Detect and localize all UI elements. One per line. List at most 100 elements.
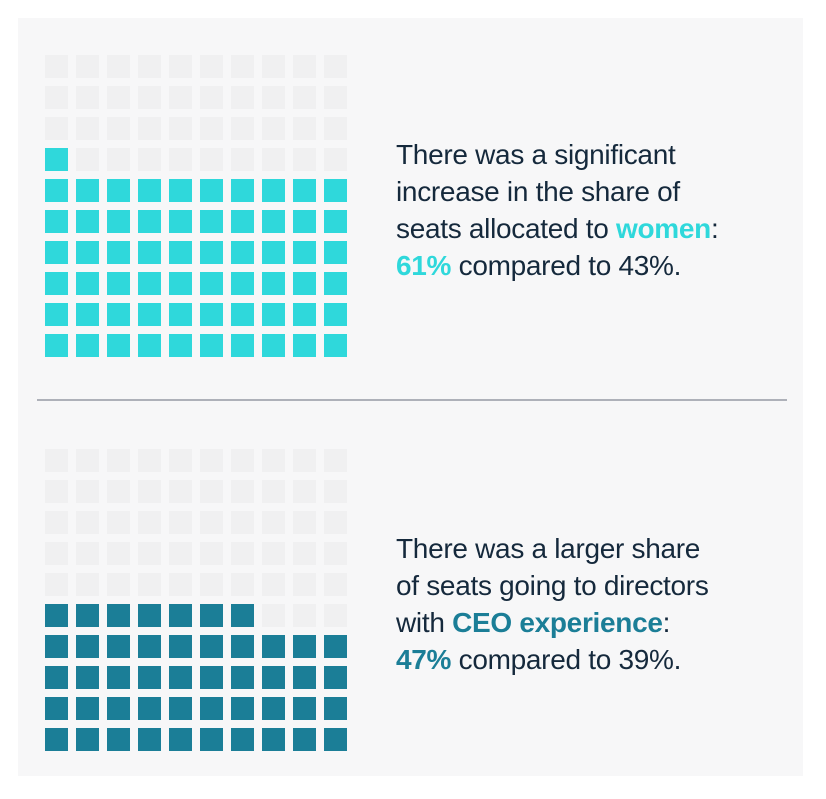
waffle-cell-filled [107, 666, 130, 689]
caption-accent-text: CEO experience [452, 607, 663, 638]
waffle-cell-empty [169, 86, 192, 109]
waffle-cell-filled [169, 697, 192, 720]
waffle-cell-filled [293, 210, 316, 233]
waffle-cell-filled [45, 604, 68, 627]
waffle-cell-empty [169, 511, 192, 534]
waffle-cell-empty [138, 117, 161, 140]
waffle-cell-filled [324, 697, 347, 720]
caption-text: : [710, 213, 719, 244]
waffle-cell-filled [200, 303, 223, 326]
waffle-cell-filled [231, 334, 254, 357]
waffle-cell-filled [76, 241, 99, 264]
waffle-cell-filled [45, 334, 68, 357]
waffle-cell-empty [231, 449, 254, 472]
waffle-cell-empty [293, 573, 316, 596]
caption-text: compared to 43%. [451, 250, 682, 281]
waffle-cell-filled [293, 272, 316, 295]
caption-text: increase in the share of [396, 176, 680, 207]
waffle-cell-filled [324, 241, 347, 264]
waffle-cell-filled [76, 635, 99, 658]
waffle-cell-filled [231, 179, 254, 202]
caption-text: with [396, 607, 453, 638]
waffle-cell-filled [200, 241, 223, 264]
caption-text: seats allocated to [396, 213, 616, 244]
waffle-cell-filled [107, 635, 130, 658]
waffle-cell-filled [231, 210, 254, 233]
waffle-cell-filled [138, 241, 161, 264]
waffle-cell-empty [138, 480, 161, 503]
waffle-cell-empty [200, 148, 223, 171]
waffle-cell-empty [324, 449, 347, 472]
waffle-cell-empty [293, 148, 316, 171]
waffle-cell-empty [138, 542, 161, 565]
waffle-cell-filled [169, 635, 192, 658]
caption-accent-text: 47% [396, 644, 452, 675]
waffle-cell-empty [76, 117, 99, 140]
caption-text: There was a significant [396, 139, 676, 170]
waffle-cell-empty [293, 55, 316, 78]
waffle-cell-filled [45, 635, 68, 658]
waffle-cell-filled [293, 303, 316, 326]
waffle-cell-empty [262, 511, 285, 534]
waffle-cell-filled [324, 179, 347, 202]
waffle-cell-empty [324, 55, 347, 78]
waffle-cell-empty [107, 117, 130, 140]
waffle-cell-filled [45, 241, 68, 264]
waffle-cell-empty [231, 148, 254, 171]
waffle-cell-empty [200, 480, 223, 503]
waffle-cell-filled [262, 241, 285, 264]
waffle-cell-filled [76, 334, 99, 357]
waffle-cell-empty [138, 148, 161, 171]
waffle-cell-filled [107, 210, 130, 233]
waffle-cell-empty [169, 117, 192, 140]
waffle-cell-filled [138, 728, 161, 751]
waffle-cell-empty [45, 480, 68, 503]
caption-text: : [662, 607, 671, 638]
caption-women: There was a significant increase in the s… [396, 136, 719, 284]
waffle-cell-empty [324, 86, 347, 109]
caption-accent-text: 61% [396, 250, 452, 281]
waffle-cell-empty [138, 573, 161, 596]
waffle-cell-filled [169, 728, 192, 751]
waffle-cell-empty [324, 480, 347, 503]
waffle-cell-empty [45, 573, 68, 596]
waffle-cell-filled [107, 303, 130, 326]
waffle-cell-empty [231, 542, 254, 565]
waffle-cell-filled [138, 635, 161, 658]
waffle-cell-empty [262, 449, 285, 472]
waffle-cell-empty [200, 573, 223, 596]
waffle-cell-filled [138, 272, 161, 295]
waffle-cell-filled [169, 303, 192, 326]
waffle-cell-filled [231, 697, 254, 720]
waffle-cell-filled [76, 210, 99, 233]
waffle-cell-empty [45, 55, 68, 78]
waffle-cell-filled [76, 666, 99, 689]
waffle-cell-empty [45, 449, 68, 472]
waffle-cell-filled [324, 303, 347, 326]
waffle-cell-empty [138, 511, 161, 534]
waffle-cell-filled [107, 179, 130, 202]
caption-line: There was a larger share [396, 530, 709, 567]
waffle-cell-empty [262, 117, 285, 140]
waffle-cell-empty [200, 511, 223, 534]
waffle-cell-empty [231, 573, 254, 596]
waffle-cell-empty [107, 55, 130, 78]
waffle-cell-filled [200, 666, 223, 689]
waffle-cell-filled [231, 666, 254, 689]
waffle-cell-filled [200, 635, 223, 658]
waffle-cell-filled [231, 728, 254, 751]
caption-accent-text: women [616, 213, 711, 244]
waffle-cell-filled [45, 272, 68, 295]
waffle-cell-empty [107, 86, 130, 109]
caption-line: with CEO experience: [396, 604, 709, 641]
waffle-cell-empty [169, 573, 192, 596]
waffle-cell-filled [324, 728, 347, 751]
waffle-cell-empty [293, 449, 316, 472]
waffle-cell-empty [293, 542, 316, 565]
caption-line: 47% compared to 39%. [396, 641, 709, 678]
waffle-cell-filled [324, 334, 347, 357]
waffle-cell-empty [262, 604, 285, 627]
waffle-cell-empty [200, 542, 223, 565]
caption-line: increase in the share of [396, 173, 718, 210]
waffle-cell-filled [76, 604, 99, 627]
